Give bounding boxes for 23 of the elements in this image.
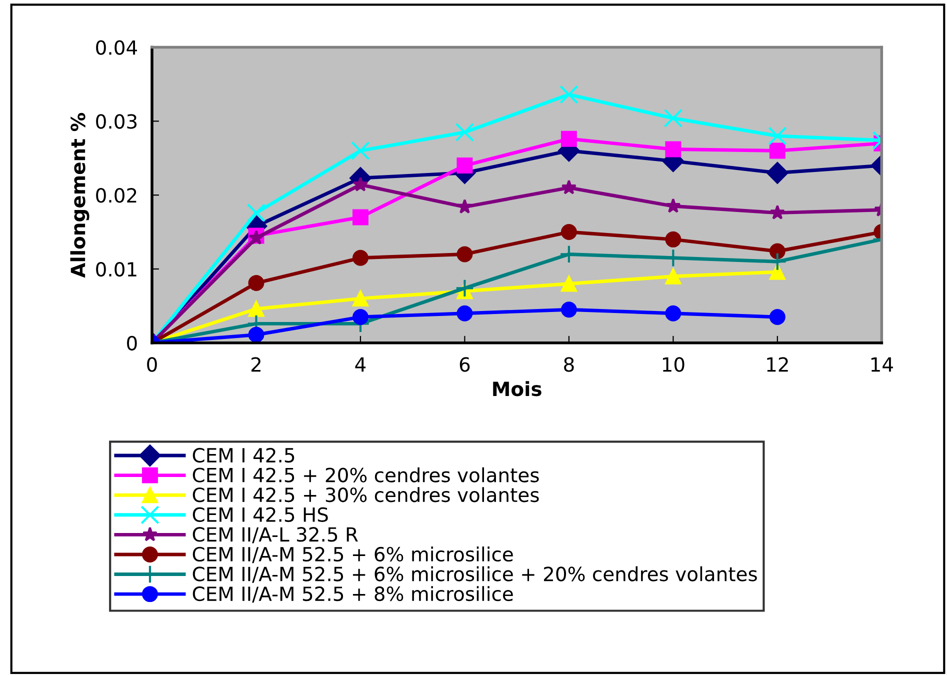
x-tick-label: 2 xyxy=(251,357,260,372)
legend-label: CEM II/A-L 32.5 R xyxy=(192,527,358,544)
y-tick-label: 0.03 xyxy=(96,114,137,129)
legend-label: CEM I 42.5 + 20% cendres volantes xyxy=(192,467,539,482)
legend-label: CEM II/A-M 52.5 + 6% microsilice + 20% cendres volantes xyxy=(192,566,757,583)
x-tick-label: 6 xyxy=(460,357,470,372)
y-tick-label: 0.04 xyxy=(96,40,138,55)
x-tick-label: 4 xyxy=(355,357,366,372)
legend-label: CEM I 42.5 + 30% cendres volantes xyxy=(192,487,539,502)
y-tick-label: 0.01 xyxy=(96,262,136,277)
legend-label: CEM II/A-M 52.5 + 6% microsilice xyxy=(192,546,513,564)
y-axis-title: Allongement % xyxy=(70,112,90,278)
x-tick-label: 10 xyxy=(662,357,684,372)
legend-label: CEM I 42.5 xyxy=(192,448,294,463)
y-tick-label: 0.02 xyxy=(96,188,136,203)
x-tick-label: 8 xyxy=(564,357,574,372)
legend-label: CEM I 42.5 HS xyxy=(192,507,328,522)
x-tick-label: 12 xyxy=(767,357,788,372)
x-tick-label: 0 xyxy=(147,357,157,372)
legend-label: CEM II/A-M 52.5 + 8% microsilice xyxy=(192,586,513,603)
y-tick-label: 0 xyxy=(127,336,137,351)
x-axis-title: Mois xyxy=(493,381,542,396)
x-tick-label: 14 xyxy=(871,357,893,372)
